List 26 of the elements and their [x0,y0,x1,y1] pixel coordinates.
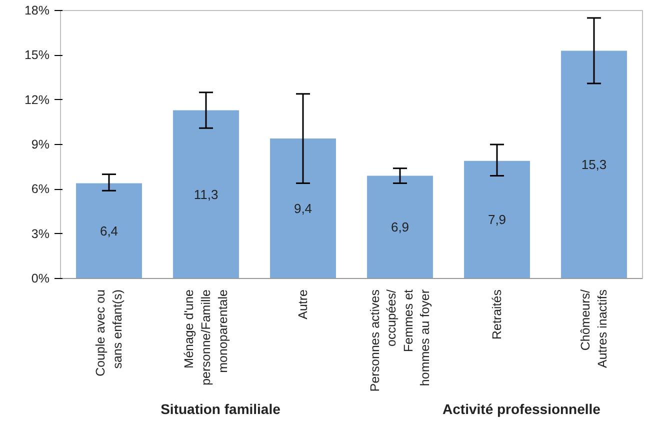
y-tick-label: 18% [24,4,50,18]
bar [270,138,336,278]
bar [367,176,433,278]
y-tick-label: 12% [24,92,50,107]
y-tick-label: 3% [31,226,50,241]
x-tick-label: Chômeurs/ Autres inactifs [578,288,610,368]
bar [76,183,142,278]
x-tick-label: Retraités [490,289,504,340]
x-tick-label: Couple avec ou sans enfant(s) [94,289,124,376]
data-label: 9,4 [294,201,312,216]
data-label: 6,4 [100,223,118,238]
y-tick-label: 9% [31,138,50,152]
bar [464,160,530,278]
text: Situation familiale [160,400,280,419]
x-tick-label: Autre [296,289,310,320]
y-tick-label: 6% [31,182,50,196]
y-tick-label: 15% [24,48,50,62]
y-tick-label: 0% [31,272,50,286]
data-label: 11,3 [194,186,218,202]
bar [173,110,239,278]
data-label: 6,9 [390,220,410,235]
data-label: 15,3 [581,157,607,172]
bar [561,50,627,278]
data-label: 7,9 [488,212,506,228]
text: Activité professionnelle [442,400,600,419]
x-tick-label: Personnes actives occupées/ Femmes et hommes au foyer [368,288,432,392]
